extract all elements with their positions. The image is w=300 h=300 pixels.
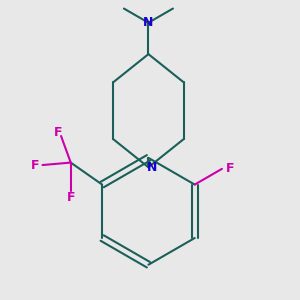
Text: N: N xyxy=(143,16,154,29)
Text: F: F xyxy=(226,162,234,176)
Text: F: F xyxy=(54,126,62,139)
Text: F: F xyxy=(67,190,75,204)
Text: F: F xyxy=(30,158,39,172)
Text: N: N xyxy=(146,161,157,174)
